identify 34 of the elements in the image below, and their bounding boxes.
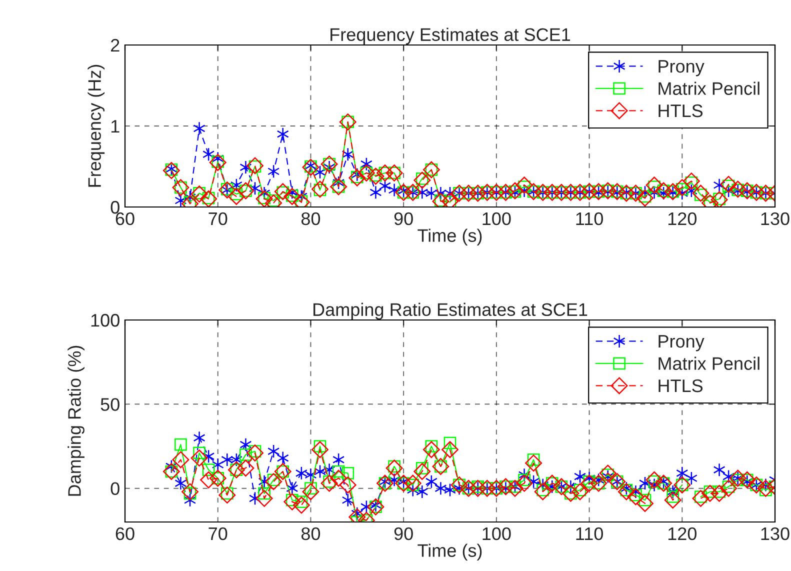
y-tick-label: 2 [111,38,120,52]
x-tick-label: 90 [394,527,413,540]
legend-label: Matrix Pencil [658,356,760,370]
x-tick-label: 80 [301,527,320,540]
x-tick-label: 80 [301,212,320,226]
x-tick-label: 130 [761,527,790,540]
x-tick-label: 70 [208,527,228,540]
x-tick-label: 110 [576,527,603,540]
chart-title: Frequency Estimates at SCE1 [330,28,570,45]
x-tick-label: 90 [394,212,413,226]
y-tick-label: 0 [110,482,120,496]
y-tick-label: 50 [100,398,120,411]
x-tick-label: 70 [208,212,228,226]
x-axis-title: Time (s) [418,228,482,246]
legend-label: Prony [658,335,704,352]
chart-title: Damping Ratio Estimates at SCE1 [314,302,588,320]
x-tick-label: 100 [482,527,511,540]
x-axis-title: Time (s) [418,544,482,561]
legend-label: HTLS [658,104,703,118]
x-tick-label: 130 [761,212,790,226]
legend-label: Prony [658,60,704,76]
x-tick-label: 110 [576,212,603,226]
y-tick-label: 1 [111,120,120,133]
y-axis-title: Damping Ratio (%) [68,346,84,496]
legend-label: HTLS [658,379,703,392]
x-tick-label: 60 [116,212,134,226]
y-tick-label: 100 [91,314,120,327]
x-tick-label: 120 [668,212,696,226]
y-tick-label: 0 [110,200,120,214]
x-tick-label: 60 [116,527,134,540]
x-tick-label: 100 [482,212,511,226]
legend-label: Matrix Pencil [658,82,760,95]
y-axis-title: Frequency (Hz) [88,64,105,187]
x-tick-label: 120 [668,527,696,540]
